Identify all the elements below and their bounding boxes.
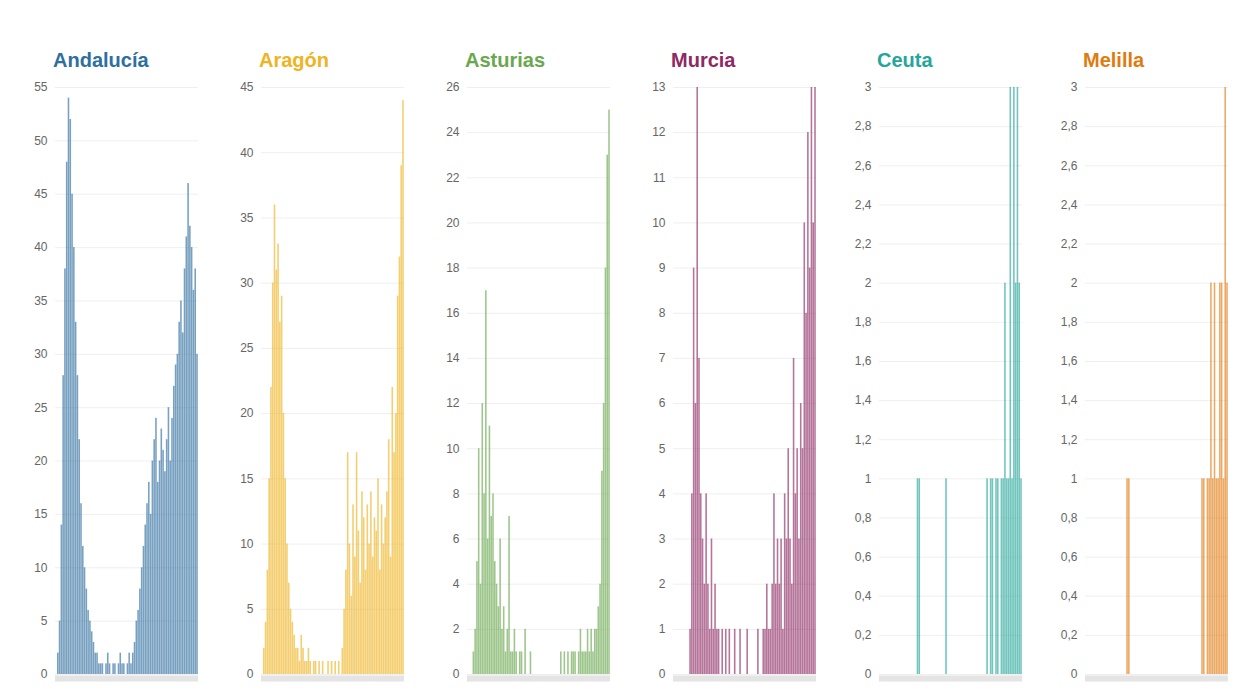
svg-text:25: 25 [34,401,48,415]
svg-text:3: 3 [659,532,666,546]
svg-text:2,2: 2,2 [855,237,872,251]
svg-text:0,4: 0,4 [855,589,872,603]
svg-text:2,8: 2,8 [855,119,872,133]
svg-text:15: 15 [240,472,254,486]
svg-text:2,2: 2,2 [1061,237,1078,251]
svg-text:0,2: 0,2 [855,628,872,642]
svg-text:24: 24 [446,125,460,139]
svg-text:4: 4 [659,487,666,501]
svg-text:5: 5 [659,442,666,456]
svg-text:50: 50 [34,134,48,148]
svg-text:55: 55 [34,80,48,94]
svg-text:20: 20 [446,216,460,230]
svg-text:18: 18 [446,261,460,275]
svg-text:1,4: 1,4 [855,393,872,407]
svg-text:10: 10 [34,561,48,575]
svg-text:2: 2 [1071,276,1078,290]
svg-text:11: 11 [653,171,666,185]
svg-text:0: 0 [247,667,254,681]
svg-text:22: 22 [446,171,460,185]
svg-text:4: 4 [453,577,460,591]
svg-text:1,2: 1,2 [1061,433,1078,447]
svg-text:26: 26 [446,80,460,94]
svg-text:0,8: 0,8 [855,511,872,525]
svg-text:0: 0 [865,667,872,681]
html-text:Andalucía: Andalucía [53,49,149,71]
svg-text:30: 30 [240,276,254,290]
svg-text:1,8: 1,8 [855,315,872,329]
svg-text:45: 45 [240,80,254,94]
svg-text:2: 2 [659,577,666,591]
svg-text:40: 40 [34,240,48,254]
svg-text:1: 1 [865,472,872,486]
html-text:Murcia: Murcia [671,49,736,71]
svg-text:1,6: 1,6 [855,354,872,368]
svg-text:0: 0 [1071,667,1078,681]
svg-text:25: 25 [240,341,254,355]
svg-text:8: 8 [453,487,460,501]
svg-text:1: 1 [1071,472,1078,486]
svg-text:0,2: 0,2 [1061,628,1078,642]
svg-text:5: 5 [41,614,48,628]
svg-text:2: 2 [453,622,460,636]
svg-text:12: 12 [652,125,666,139]
svg-text:30: 30 [34,347,48,361]
svg-text:35: 35 [34,294,48,308]
svg-text:10: 10 [446,442,460,456]
svg-text:2: 2 [865,276,872,290]
svg-text:15: 15 [34,507,48,521]
svg-text:1: 1 [659,622,666,636]
svg-text:0,4: 0,4 [1061,589,1078,603]
svg-text:2,6: 2,6 [1061,159,1078,173]
svg-text:0,8: 0,8 [1061,511,1078,525]
svg-text:2,6: 2,6 [855,159,872,173]
svg-text:10: 10 [240,537,254,551]
svg-text:3: 3 [865,80,872,94]
svg-text:40: 40 [240,146,254,160]
svg-text:9: 9 [659,261,666,275]
svg-text:6: 6 [659,396,666,410]
svg-text:45: 45 [34,187,48,201]
svg-text:13: 13 [652,80,666,94]
svg-text:14: 14 [446,351,460,365]
svg-text:1,4: 1,4 [1061,393,1078,407]
html-text:Aragón: Aragón [259,49,329,71]
svg-text:2,8: 2,8 [1061,119,1078,133]
svg-text:1,6: 1,6 [1061,354,1078,368]
svg-text:10: 10 [652,216,666,230]
svg-text:5: 5 [247,602,254,616]
svg-text:2,4: 2,4 [1061,198,1078,212]
svg-text:7: 7 [659,351,666,365]
svg-text:2,4: 2,4 [855,198,872,212]
svg-text:1,8: 1,8 [1061,315,1078,329]
svg-text:6: 6 [453,532,460,546]
svg-text:3: 3 [1071,80,1078,94]
svg-text:16: 16 [446,306,460,320]
svg-text:0,6: 0,6 [1061,550,1078,564]
svg-text:8: 8 [659,306,666,320]
svg-text:0: 0 [41,667,48,681]
html-text:Asturias: Asturias [465,49,545,71]
svg-text:0: 0 [453,667,460,681]
svg-text:20: 20 [240,406,254,420]
svg-text:20: 20 [34,454,48,468]
svg-text:0,6: 0,6 [855,550,872,564]
html-text:Ceuta: Ceuta [877,49,933,71]
html-text:Melilla: Melilla [1083,49,1145,71]
svg-text:0: 0 [659,667,666,681]
svg-text:35: 35 [240,211,254,225]
svg-text:1,2: 1,2 [855,433,872,447]
svg-text:12: 12 [446,396,460,410]
